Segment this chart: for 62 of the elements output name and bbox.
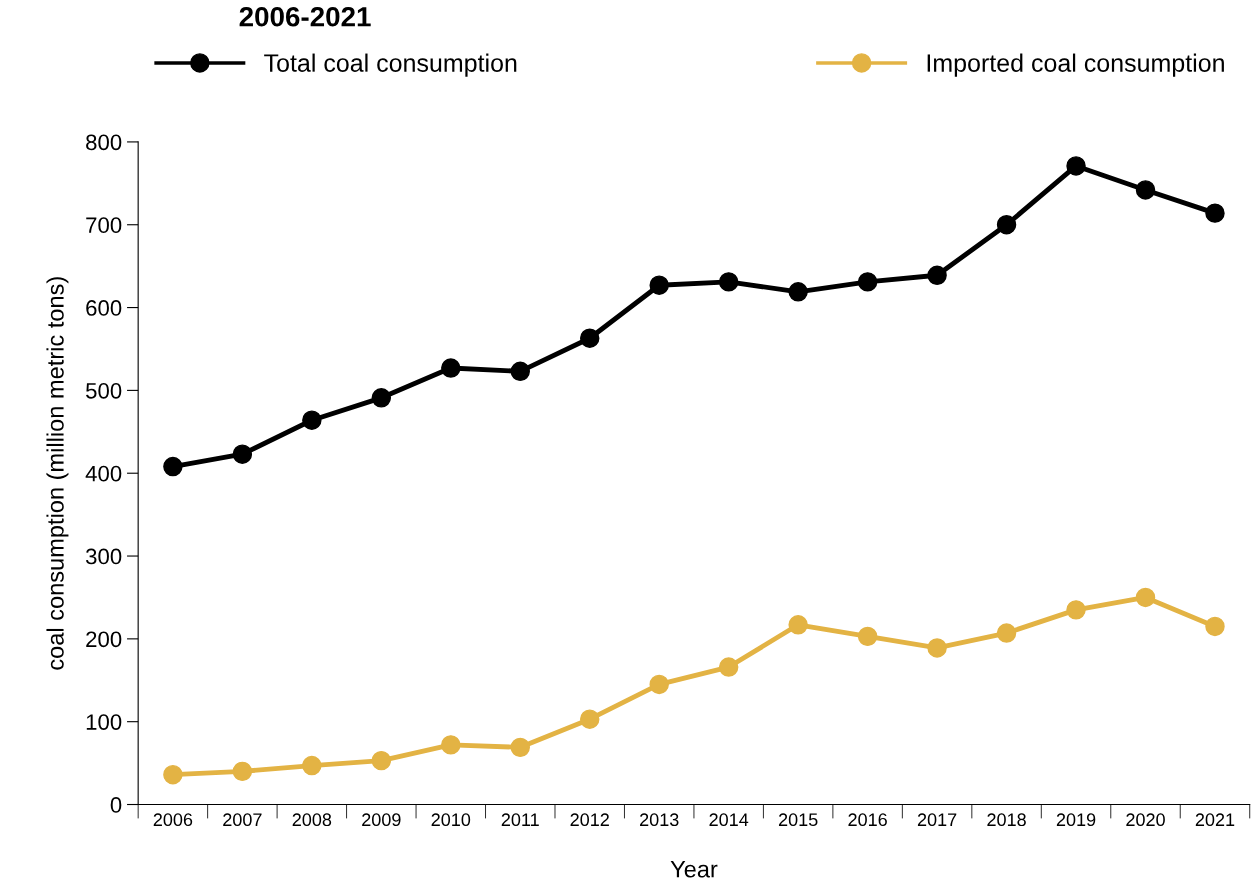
point: [163, 456, 183, 477]
x-tick-label: 2020: [1126, 813, 1165, 827]
y-tick-label: 500: [86, 382, 122, 399]
y-tick-label: 600: [86, 300, 122, 316]
x-tick-label: 2016: [848, 813, 887, 827]
y-tick-label: 700: [86, 217, 122, 234]
x-tick-label: 2014: [709, 813, 749, 827]
point: [302, 755, 322, 776]
x-tick-label: 2011: [501, 813, 539, 827]
y-tick-label: 0: [110, 797, 122, 813]
y-tick-label: 300: [85, 548, 122, 565]
point: [163, 764, 183, 785]
x-tick-label: 2019: [1056, 813, 1096, 827]
point: [927, 265, 947, 285]
y-tick-label: 400: [85, 465, 122, 482]
y-tick-label: 100: [86, 714, 122, 730]
legend-label: Total coal consumption: [264, 53, 517, 77]
x-tick-label: 2007: [223, 813, 262, 827]
point: [718, 657, 739, 677]
x-tick-label: 2009: [362, 813, 401, 827]
point: [1066, 600, 1086, 620]
point: [510, 737, 530, 758]
x-tick-label: 2010: [431, 813, 471, 827]
x-tick-label: 2012: [570, 813, 609, 827]
point: [996, 623, 1017, 643]
point: [441, 735, 461, 755]
point: [232, 761, 253, 782]
point: [1135, 180, 1156, 200]
x-tick-label: 2021: [1195, 813, 1235, 827]
point: [788, 282, 808, 302]
chart-title: 2006-2021: [239, 6, 371, 27]
point: [441, 358, 461, 378]
point: [302, 410, 322, 430]
point: [580, 328, 600, 348]
point: [649, 275, 669, 295]
x-tick-label: 2008: [292, 813, 332, 827]
point: [996, 215, 1017, 235]
point: [1205, 616, 1225, 637]
x-tick-label: 2006: [153, 813, 193, 827]
point: [510, 361, 530, 382]
point: [371, 750, 392, 771]
x-tick-label: 2015: [778, 813, 818, 827]
y-tick-label: 200: [86, 631, 122, 648]
point: [1205, 203, 1225, 223]
point: [371, 388, 392, 408]
point: [718, 272, 739, 292]
point: [649, 674, 669, 695]
x-tick-label: 2013: [640, 813, 679, 827]
point: [857, 272, 878, 292]
y-axis-title: coal consumption (million metric tons): [46, 277, 69, 670]
point: [857, 626, 878, 647]
legend-label: Imported coal consumption: [927, 53, 1224, 77]
point: [927, 638, 947, 658]
point: [1135, 587, 1156, 608]
point: [788, 615, 808, 635]
point: [580, 709, 600, 729]
x-axis-title: Year: [670, 861, 718, 878]
x-tick-label: 2017: [917, 813, 957, 827]
y-tick-label: 800: [86, 134, 122, 151]
point: [1066, 156, 1086, 176]
x-tick-label: 2018: [987, 813, 1026, 827]
point: [232, 444, 253, 464]
